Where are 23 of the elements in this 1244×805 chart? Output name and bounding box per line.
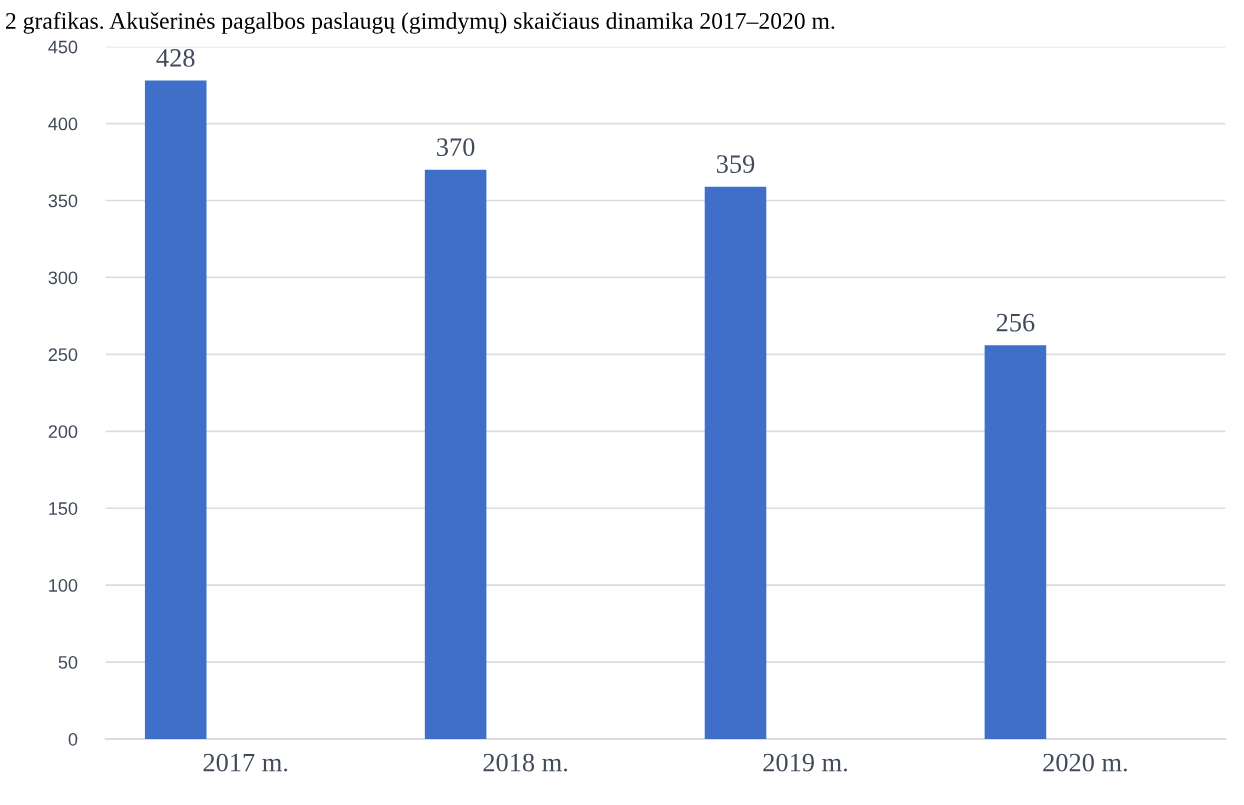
y-tick-label: 250 [48, 348, 78, 362]
data-label: 359 [716, 155, 755, 173]
x-tick-label: 2018 m. [483, 753, 568, 772]
data-label: 256 [996, 313, 1035, 332]
y-tick-label: 50 [58, 656, 78, 669]
y-tick-label: 200 [48, 425, 78, 439]
data-label: 428 [156, 49, 195, 67]
y-tick-label: 150 [49, 502, 78, 515]
bar [704, 186, 767, 739]
y-tick-label: 0 [68, 732, 78, 746]
y-tick-label: 300 [48, 271, 78, 285]
chart-title: 2 grafikas. Akušerinės pagalbos paslaugų (gimdymų) skaičiaus dinamika 2017–2020 m. [6, 12, 835, 34]
bar [984, 345, 1047, 739]
x-tick-label: 2019 m. [763, 753, 847, 772]
y-tick-label: 350 [48, 194, 78, 208]
x-tick-label: 2017 m. [203, 753, 288, 772]
bar [424, 169, 487, 739]
y-tick-label: 400 [48, 117, 78, 131]
x-tick-label: 2020 m. [1043, 753, 1127, 772]
y-tick-label: 100 [49, 579, 78, 592]
data-label: 370 [437, 138, 475, 157]
y-tick-label: 450 [48, 40, 78, 54]
bar [144, 80, 207, 739]
